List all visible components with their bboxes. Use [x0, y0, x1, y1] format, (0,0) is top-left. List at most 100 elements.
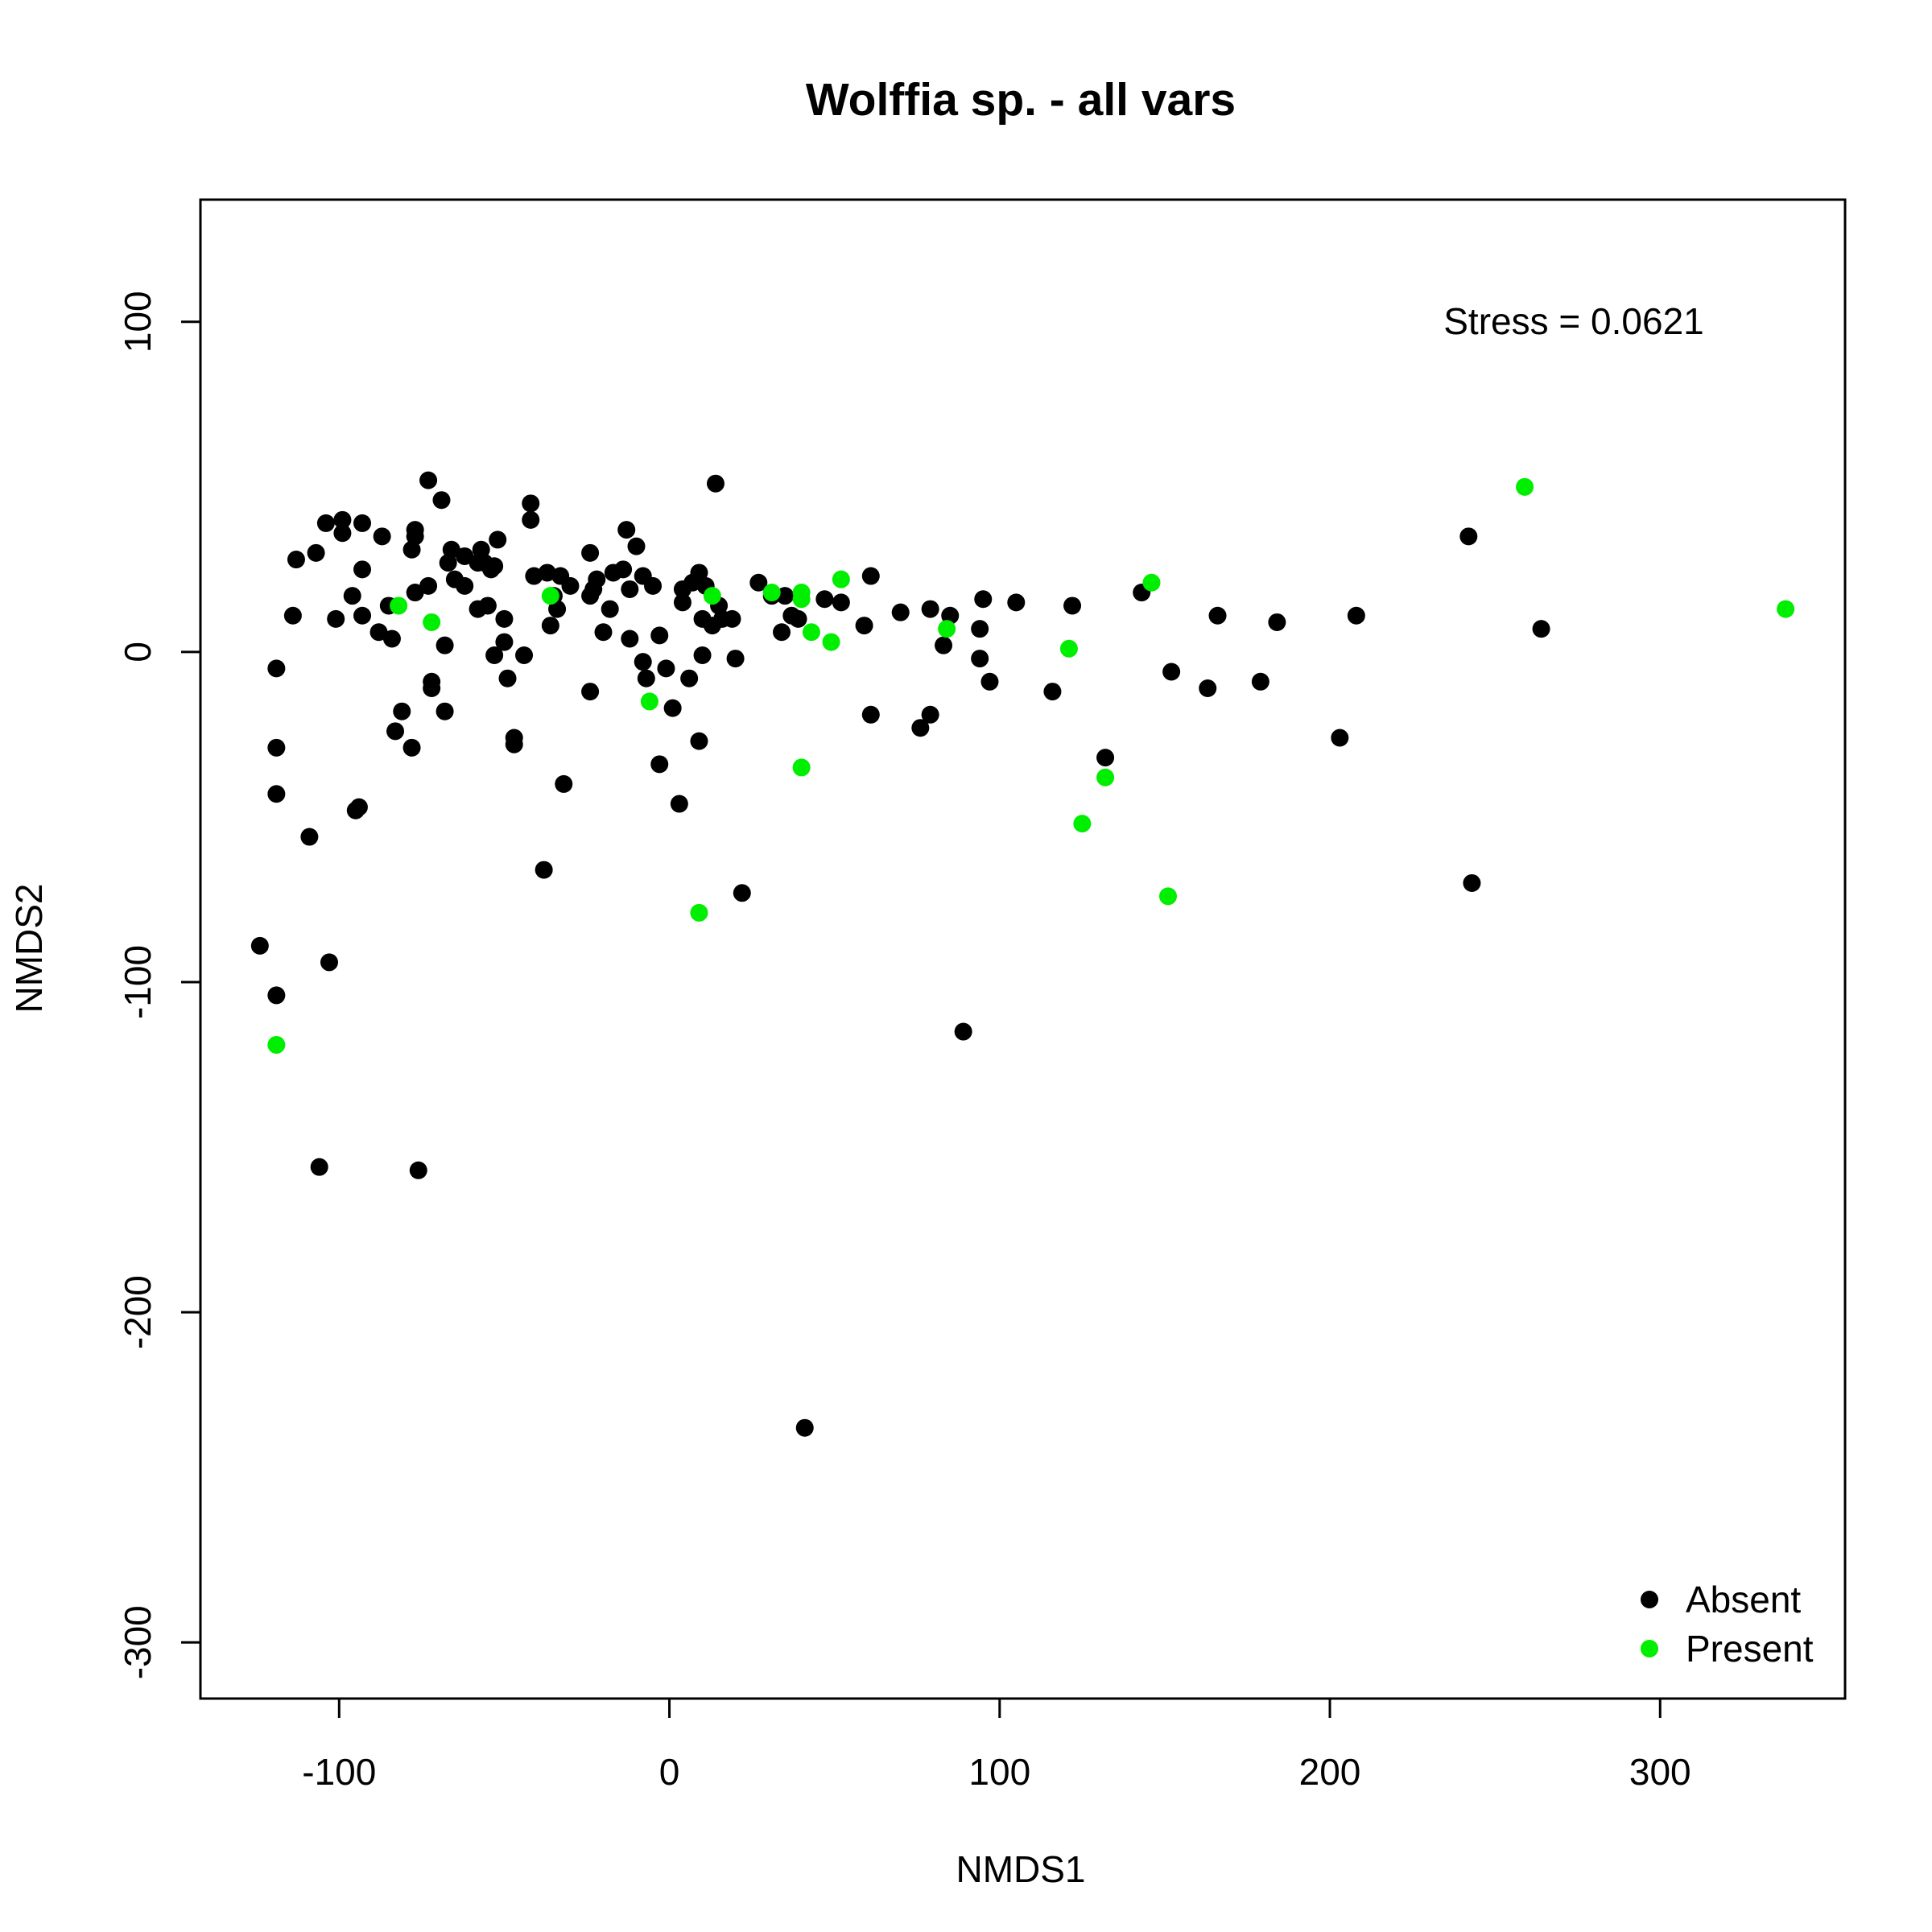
data-point-absent	[581, 683, 600, 701]
data-point-absent	[726, 650, 745, 668]
data-point-absent	[267, 986, 286, 1005]
data-point-absent	[650, 626, 669, 645]
series-present	[267, 477, 1795, 1054]
x-tick-label: 200	[1299, 1751, 1361, 1793]
data-point-absent	[409, 1161, 427, 1179]
data-point-absent	[621, 580, 639, 598]
data-point-absent	[283, 606, 302, 625]
data-point-absent	[386, 722, 405, 741]
y-tick-label: -300	[117, 1605, 159, 1679]
data-point-absent	[657, 659, 675, 678]
data-point-absent	[456, 547, 474, 565]
data-point-absent	[690, 564, 708, 582]
data-point-absent	[1268, 613, 1286, 631]
data-point-absent	[456, 576, 474, 595]
points-layer	[250, 471, 1795, 1437]
y-axis-label: NMDS2	[8, 883, 50, 1013]
legend-marker-present	[1641, 1640, 1658, 1657]
data-point-absent	[749, 573, 768, 592]
data-point-absent	[634, 653, 652, 671]
data-point-absent	[1208, 606, 1227, 625]
data-point-absent	[1007, 593, 1026, 612]
y-tick-label: 0	[117, 642, 159, 663]
data-point-absent	[861, 705, 880, 724]
data-point-absent	[316, 514, 335, 532]
data-point-absent	[1331, 729, 1349, 747]
data-point-absent	[588, 570, 606, 588]
data-point-absent	[773, 623, 791, 642]
data-point-absent	[419, 576, 438, 595]
data-point-absent	[663, 699, 682, 717]
data-point-absent	[485, 646, 504, 664]
data-point-absent	[690, 732, 708, 750]
data-point-absent	[637, 669, 655, 687]
data-point-present	[938, 620, 956, 638]
data-point-absent	[522, 494, 540, 513]
data-point-absent	[555, 774, 573, 793]
x-tick-label: -100	[302, 1751, 376, 1793]
data-point-absent	[861, 567, 880, 585]
data-point-absent	[327, 609, 345, 628]
data-point-absent	[300, 828, 319, 846]
data-point-present	[423, 613, 441, 631]
data-point-absent	[369, 623, 388, 642]
data-point-absent	[353, 514, 372, 532]
data-point-present	[541, 587, 559, 605]
data-point-absent	[495, 633, 514, 651]
data-point-absent	[489, 530, 507, 549]
data-point-absent	[680, 669, 699, 687]
data-point-absent	[267, 785, 286, 803]
data-point-absent	[921, 705, 939, 724]
legend-marker-absent	[1641, 1591, 1658, 1608]
data-point-present	[703, 587, 721, 605]
data-point-present	[792, 758, 811, 777]
data-point-absent	[393, 702, 411, 720]
data-point-absent	[1199, 679, 1217, 697]
data-point-absent	[419, 471, 438, 489]
data-point-absent	[832, 593, 850, 612]
data-point-absent	[267, 659, 286, 678]
data-point-absent	[911, 719, 930, 737]
y-axis: -300 -200 -100 0 100	[117, 291, 202, 1679]
data-point-absent	[1251, 672, 1269, 691]
data-point-absent	[1096, 749, 1115, 767]
data-point-absent	[373, 527, 391, 546]
data-point-present	[1059, 639, 1078, 658]
data-point-present	[762, 584, 781, 602]
series-absent	[250, 471, 1550, 1437]
data-point-absent	[670, 795, 688, 813]
data-point-absent	[581, 543, 600, 562]
data-point-absent	[535, 861, 553, 879]
y-tick-label: -100	[117, 945, 159, 1019]
data-point-absent	[706, 474, 724, 493]
data-point-absent	[723, 609, 741, 628]
data-point-present	[1516, 477, 1534, 496]
data-point-absent	[287, 551, 305, 569]
data-point-absent	[436, 636, 454, 654]
data-point-absent	[310, 1158, 328, 1176]
data-point-absent	[432, 491, 451, 510]
data-point-absent	[442, 540, 460, 559]
data-point-absent	[333, 524, 352, 543]
data-point-absent	[320, 953, 338, 972]
data-point-absent	[1063, 597, 1082, 615]
data-point-absent	[485, 557, 504, 576]
x-axis-label: NMDS1	[956, 1848, 1085, 1890]
data-point-present	[822, 633, 840, 651]
data-point-present	[832, 570, 850, 588]
data-point-absent	[1162, 663, 1181, 681]
data-point-absent	[423, 672, 441, 691]
data-point-absent	[627, 537, 646, 555]
data-point-absent	[795, 1418, 814, 1437]
data-point-absent	[614, 560, 633, 579]
data-point-absent	[353, 606, 372, 625]
data-point-absent	[601, 600, 619, 618]
data-point-absent	[644, 576, 663, 595]
data-point-present	[802, 623, 820, 642]
data-point-present	[1096, 768, 1115, 786]
data-point-present	[390, 597, 408, 615]
x-tick-label: 300	[1629, 1751, 1691, 1793]
data-point-absent	[353, 560, 372, 579]
data-point-absent	[436, 702, 454, 720]
